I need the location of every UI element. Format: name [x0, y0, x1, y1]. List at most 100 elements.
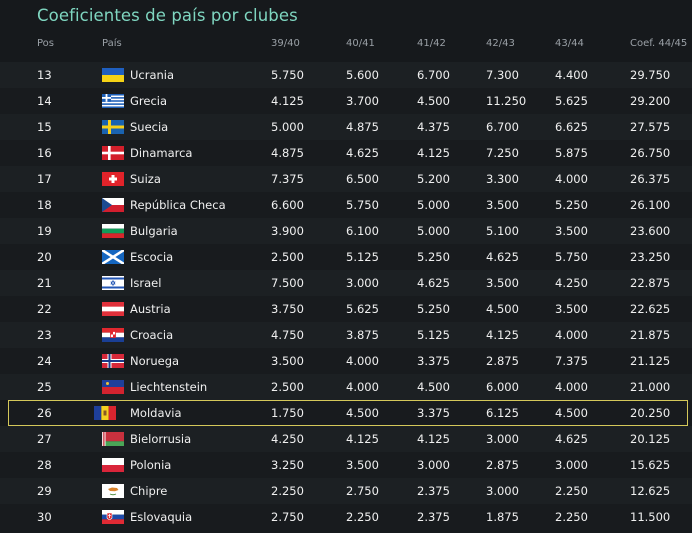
- row-pos: 21: [37, 276, 52, 290]
- row-value-42-43: 3.500: [486, 276, 519, 290]
- row-value-43-44: 2.250: [555, 484, 588, 498]
- row-value-39-40: 4.125: [271, 94, 304, 108]
- row-coef: 15.625: [630, 458, 671, 472]
- row-country[interactable]: Suiza: [130, 172, 161, 186]
- row-country[interactable]: Croacia: [130, 328, 174, 342]
- table-row[interactable]: 19 Bulgaria 3.900 6.100 5.000 5.100 3.500 23.60…: [0, 218, 692, 244]
- row-value-39-40: 4.875: [271, 146, 304, 160]
- row-pos: 15: [37, 120, 52, 134]
- table-row[interactable]: 30 Eslovaquia 2.750 2.250 2.375 1.875 2.250 11.…: [0, 504, 692, 530]
- row-value-43-44: 4.250: [555, 276, 588, 290]
- table-row[interactable]: 27 Bielorrusia 4.250 4.125 4.125 3.000 4.625 20…: [0, 426, 692, 452]
- row-country[interactable]: Israel: [130, 276, 162, 290]
- table-row[interactable]: 13 Ucrania 5.750 5.600 6.700 7.300 4.400 29.750: [0, 62, 692, 88]
- greece-flag-icon: [102, 94, 124, 108]
- row-value-41-42: 5.250: [417, 250, 450, 264]
- row-country[interactable]: Austria: [130, 302, 171, 316]
- row-value-43-44: 5.750: [555, 250, 588, 264]
- row-country[interactable]: Moldavia: [130, 406, 182, 420]
- table-row[interactable]: 14 Grecia 4.125 3.700 4.500 11.250 5.625 29.200: [0, 88, 692, 114]
- row-value-40-41: 3.500: [346, 458, 379, 472]
- coefficients-table: 13 Ucrania 5.750 5.600 6.700 7.300 4.400 29.750…: [0, 62, 692, 530]
- table-row[interactable]: 18 República Checa 6.600 5.750 5.000 3.500 5.2…: [0, 192, 692, 218]
- table-row[interactable]: 17 Suiza 7.375 6.500 5.200 3.300 4.000 26.375: [0, 166, 692, 192]
- row-country[interactable]: Liechtenstein: [130, 380, 208, 394]
- czech-flag-icon: [102, 198, 124, 212]
- row-value-43-44: 4.500: [555, 406, 588, 420]
- row-value-40-41: 4.875: [346, 120, 379, 134]
- bulgaria-flag-icon: [102, 224, 124, 238]
- row-value-42-43: 6.000: [486, 380, 519, 394]
- row-country[interactable]: Bielorrusia: [130, 432, 192, 446]
- row-pos: 27: [37, 432, 52, 446]
- row-value-41-42: 3.375: [417, 406, 450, 420]
- row-country[interactable]: Grecia: [130, 94, 168, 108]
- row-value-43-44: 2.250: [555, 510, 588, 524]
- column-header-41-42[interactable]: 41/42: [417, 38, 446, 49]
- row-pos: 30: [37, 510, 52, 524]
- row-value-39-40: 4.750: [271, 328, 304, 342]
- column-header-42-43[interactable]: 42/43: [486, 38, 515, 49]
- column-header-43-44[interactable]: 43/44: [555, 38, 584, 49]
- row-value-40-41: 5.750: [346, 198, 379, 212]
- row-value-42-43: 7.300: [486, 68, 519, 82]
- column-header-40-41[interactable]: 40/41: [346, 38, 375, 49]
- row-value-42-43: 3.000: [486, 484, 519, 498]
- table-row[interactable]: 15 Suecia 5.000 4.875 4.375 6.700 6.625 27.575: [0, 114, 692, 140]
- row-value-42-43: 6.700: [486, 120, 519, 134]
- table-row[interactable]: 28 Polonia 3.250 3.500 3.000 2.875 3.000 15.625: [0, 452, 692, 478]
- row-country[interactable]: República Checa: [130, 198, 226, 212]
- table-row[interactable]: 24 Noruega 3.500 4.000 3.375 2.875 7.375 21.125: [0, 348, 692, 374]
- row-country[interactable]: Eslovaquia: [130, 510, 193, 524]
- column-header-pos[interactable]: Pos: [37, 38, 55, 49]
- table-row[interactable]: 21 Israel 7.500 3.000 4.625 3.500 4.250 22.875: [0, 270, 692, 296]
- row-country[interactable]: Dinamarca: [130, 146, 193, 160]
- row-value-42-43: 3.500: [486, 198, 519, 212]
- row-value-40-41: 6.100: [346, 224, 379, 238]
- table-row[interactable]: 16 Dinamarca 4.875 4.625 4.125 7.250 5.875 26.7…: [0, 140, 692, 166]
- row-value-40-41: 4.000: [346, 380, 379, 394]
- row-value-40-41: 2.250: [346, 510, 379, 524]
- row-value-39-40: 6.600: [271, 198, 304, 212]
- row-country[interactable]: Noruega: [130, 354, 180, 368]
- table-row[interactable]: 23 Croacia 4.750 3.875 5.125 4.125 4.000 21.875: [0, 322, 692, 348]
- cyprus-flag-icon: [102, 484, 124, 498]
- row-value-42-43: 2.875: [486, 354, 519, 368]
- row-coef: 26.750: [630, 146, 671, 160]
- row-pos: 28: [37, 458, 52, 472]
- row-value-39-40: 3.250: [271, 458, 304, 472]
- table-row[interactable]: 29 Chipre 2.250 2.750 2.375 3.000 2.250 12.625: [0, 478, 692, 504]
- row-value-42-43: 2.875: [486, 458, 519, 472]
- row-value-43-44: 5.250: [555, 198, 588, 212]
- row-value-42-43: 4.500: [486, 302, 519, 316]
- column-header-country[interactable]: País: [102, 38, 122, 49]
- row-coef: 21.000: [630, 380, 671, 394]
- row-pos: 29: [37, 484, 52, 498]
- column-header-39-40[interactable]: 39/40: [271, 38, 300, 49]
- row-coef: 29.200: [630, 94, 671, 108]
- row-country[interactable]: Bulgaria: [130, 224, 178, 238]
- row-value-43-44: 5.625: [555, 94, 588, 108]
- row-value-40-41: 5.600: [346, 68, 379, 82]
- table-row-highlighted[interactable]: 26 Moldavia 1.750 4.500 3.375 6.125 4.500 20.25…: [8, 400, 688, 426]
- ukraine-flag-icon: [102, 68, 124, 82]
- row-pos: 19: [37, 224, 52, 238]
- row-country[interactable]: Polonia: [130, 458, 172, 472]
- table-row[interactable]: 22 Austria 3.750 5.625 5.250 4.500 3.500 22.625: [0, 296, 692, 322]
- row-value-42-43: 7.250: [486, 146, 519, 160]
- row-country[interactable]: Chipre: [130, 484, 168, 498]
- row-pos: 22: [37, 302, 52, 316]
- row-country[interactable]: Ucrania: [130, 68, 175, 82]
- table-row[interactable]: 20 Escocia 2.500 5.125 5.250 4.625 5.750 23.250: [0, 244, 692, 270]
- row-coef: 11.500: [630, 510, 671, 524]
- row-value-39-40: 5.000: [271, 120, 304, 134]
- column-header-coef[interactable]: Coef. 44/45: [630, 38, 688, 49]
- row-pos: 13: [37, 68, 52, 82]
- row-pos: 26: [37, 406, 52, 420]
- row-value-41-42: 5.250: [417, 302, 450, 316]
- table-row[interactable]: 25 Liechtenstein 2.500 4.000 4.500 6.000 4.000…: [0, 374, 692, 400]
- row-country[interactable]: Escocia: [130, 250, 174, 264]
- row-country[interactable]: Suecia: [130, 120, 169, 134]
- row-value-40-41: 4.625: [346, 146, 379, 160]
- row-value-42-43: 4.625: [486, 250, 519, 264]
